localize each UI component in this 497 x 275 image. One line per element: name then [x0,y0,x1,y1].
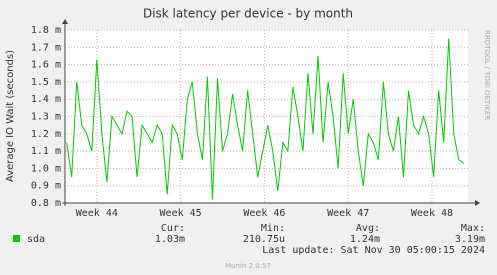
series [66,38,465,200]
stat-header: Avg: [356,223,380,234]
y-tick-label: 1.2 m [31,129,61,140]
series-line [66,38,465,200]
last-update: Last update: Sat Nov 30 05:00:15 2024 [262,245,485,256]
y-axis-label: Average IO Wait (seconds) [5,50,16,182]
x-tick-label: Week 48 [411,208,453,219]
stat-value: 210.75u [243,234,285,245]
y-tick-label: 1.7 m [31,42,61,53]
footer: Munin 2.0.57 [225,262,271,270]
y-arrow [62,19,68,24]
x-tick-label: Week 47 [327,208,369,219]
x-tick-label: Week 45 [160,208,202,219]
y-tick-label: 1.6 m [31,60,61,71]
stat-value: 1.03m [155,234,185,245]
y-tick-label: 0.8 m [31,198,61,209]
y-tick-label: 1.8 m [31,25,61,36]
legend-swatch [13,235,20,242]
y-tick-label: 1.5 m [31,77,61,88]
stat-value: 3.19m [455,234,485,245]
legend: sda Cur:1.03m Min:210.75u Avg:1.24m Max:3.19… [13,223,485,245]
stat-header: Cur: [161,223,185,234]
y-tick-label: 1.4 m [31,94,61,105]
x-tick-label: Week 46 [243,208,285,219]
x-tick-label: Week 44 [76,208,118,219]
y-tick-label: 0.9 m [31,181,61,192]
stat-header: Min: [261,223,285,234]
y-tick-label: 1.1 m [31,146,61,157]
y-tick-label: 1.0 m [31,163,61,174]
watermark: RRDTOOL / TOBI OETIKER [483,30,491,120]
y-tick-label: 1.3 m [31,112,61,123]
x-arrow [475,200,480,206]
chart-title: Disk latency per device - by month [143,7,353,21]
stat-header: Max: [461,223,485,234]
stat-value: 1.24m [350,234,380,245]
legend-label: sda [27,234,45,245]
